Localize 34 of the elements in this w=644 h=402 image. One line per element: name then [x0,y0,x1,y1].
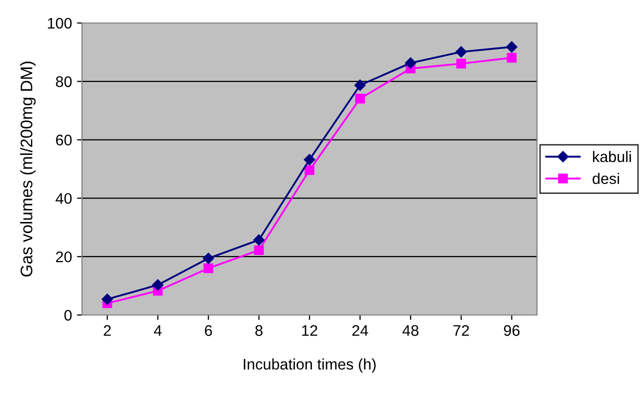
x-axis-title: Incubation times (h) [244,358,376,373]
point [506,52,517,63]
y-tick-label: 20 [56,251,72,262]
point [405,57,416,69]
x-tick-label: 12 [302,325,318,336]
x-tick-label: 4 [154,325,162,336]
y-tick-label: 0 [64,310,72,321]
point [253,234,265,246]
x-tick-label: 2 [104,325,111,336]
point [102,294,113,305]
point [254,245,264,256]
point [152,279,164,291]
y-tick-label: 40 [56,193,72,204]
x-tick-label: 24 [352,325,368,336]
point [304,165,314,176]
point [506,41,518,53]
x-tick-label: 8 [255,325,263,336]
point [456,58,466,68]
point [355,94,365,104]
legend-label: desi [592,172,619,184]
x-tick-label: 72 [453,325,469,336]
y-tick-label: 100 [48,18,72,29]
point [202,252,214,264]
x-tick-label: 6 [204,325,212,336]
point [204,263,214,274]
x-tick-label: 48 [402,325,418,336]
x-tick-label: 96 [504,325,520,336]
y-tick-label: 80 [56,76,72,88]
y-axis-title: Gas volumes (ml/200mg DM) [20,62,36,277]
y-tick-label: 60 [56,134,72,146]
point [354,80,366,91]
point [456,46,467,58]
legend-label: kabuli [593,150,631,162]
point [304,154,316,166]
